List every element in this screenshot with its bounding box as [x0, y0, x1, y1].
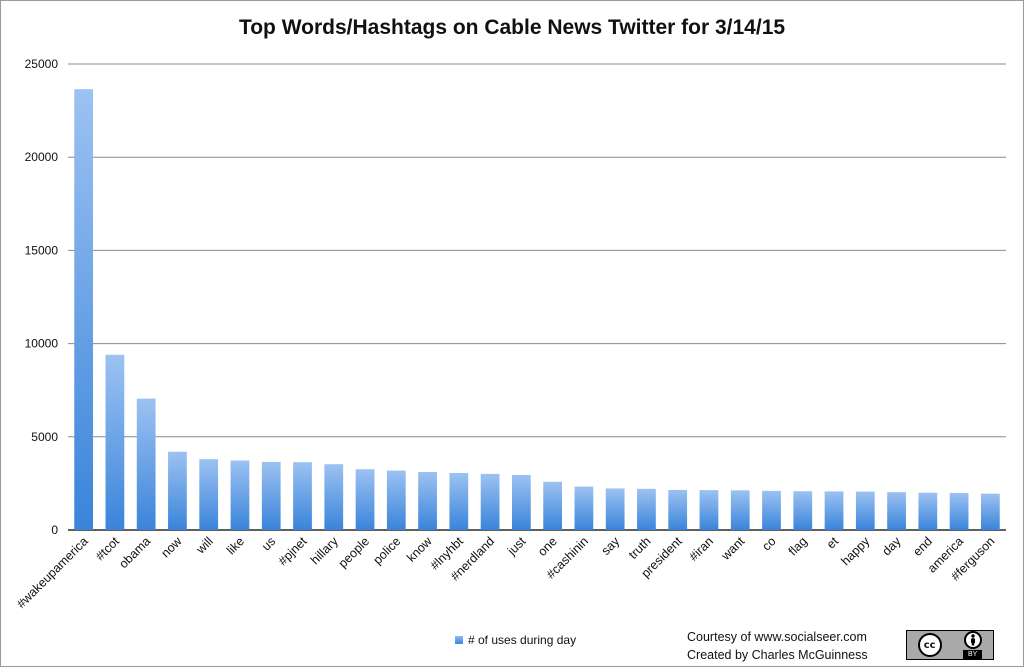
x-tick-label: flag: [786, 534, 810, 558]
bar-cashinin: [574, 486, 594, 530]
x-tick-label: co: [759, 534, 778, 553]
legend-swatch: [455, 636, 463, 644]
credits-line-2: Created by Charles McGuinness: [687, 648, 868, 662]
y-tick-label: 5000: [31, 430, 58, 444]
x-tick-label: one: [535, 534, 560, 559]
y-tick-label: 15000: [25, 243, 59, 257]
bar-truth: [637, 488, 656, 530]
x-tick-label: #iran: [687, 534, 717, 564]
bar-america: [949, 492, 969, 530]
cc-license-badge[interactable]: cc BY: [906, 630, 994, 660]
x-tick-label: want: [718, 534, 748, 564]
x-tick-label: happy: [838, 534, 873, 569]
bar-police: [386, 470, 406, 530]
bar-iran: [699, 490, 719, 530]
bar-pjnet: [293, 462, 312, 530]
y-tick-label: 10000: [25, 337, 59, 351]
y-tick-label: 0: [51, 523, 58, 537]
bar-know: [418, 472, 437, 530]
x-tick-label: people: [336, 534, 372, 570]
x-tick-label: like: [224, 534, 247, 557]
bar-say: [605, 488, 625, 530]
x-tick-label: end: [910, 534, 935, 559]
legend: # of uses during day: [455, 633, 576, 647]
credits: Courtesy of www.socialseer.com Created b…: [687, 628, 868, 664]
bar-nerdland: [480, 473, 500, 530]
credits-line-1: Courtesy of www.socialseer.com: [687, 630, 867, 644]
bar-will: [199, 459, 219, 530]
x-tick-label: #pjnet: [276, 534, 310, 568]
bar-just: [511, 475, 531, 530]
bar-want: [730, 490, 750, 530]
x-tick-label: say: [599, 534, 623, 558]
y-tick-label: 25000: [25, 57, 59, 71]
bar-people: [355, 469, 375, 530]
bar-tcot: [105, 354, 125, 530]
by-label: BY: [962, 650, 983, 659]
bar-hillary: [324, 464, 344, 530]
x-tick-label: us: [259, 534, 278, 553]
bar-ferguson: [980, 493, 1000, 530]
bar-happy: [855, 491, 875, 530]
chart-title: Top Words/Hashtags on Cable News Twitter…: [238, 16, 786, 39]
bar-us: [261, 461, 281, 530]
x-tick-label: will: [193, 534, 216, 557]
y-tick-label: 20000: [25, 150, 59, 164]
bar-day: [887, 492, 906, 530]
x-tick-label: now: [158, 534, 185, 561]
x-tick-label: truth: [626, 534, 654, 562]
cc-icon: cc: [917, 633, 942, 657]
bar-wakeupamerica: [74, 89, 94, 530]
bar-president: [668, 489, 688, 530]
bar-lnyhbt: [449, 472, 469, 530]
bar-like: [230, 460, 250, 530]
bar-et: [824, 491, 844, 530]
bar-flag: [793, 491, 813, 530]
bar-one: [543, 481, 563, 530]
x-tick-label: just: [504, 534, 529, 559]
x-tick-label: police: [370, 534, 403, 567]
person-icon: [963, 631, 982, 649]
x-tick-label: obama: [116, 534, 153, 571]
x-tick-label: et: [824, 534, 842, 552]
x-tick-label: day: [880, 534, 905, 559]
bar-now: [168, 451, 187, 530]
x-tick-label: #wakeupamerica: [14, 534, 91, 611]
bar-co: [762, 490, 781, 530]
bar-obama: [136, 398, 156, 530]
legend-label: # of uses during day: [468, 633, 577, 647]
bar-end: [918, 492, 938, 530]
